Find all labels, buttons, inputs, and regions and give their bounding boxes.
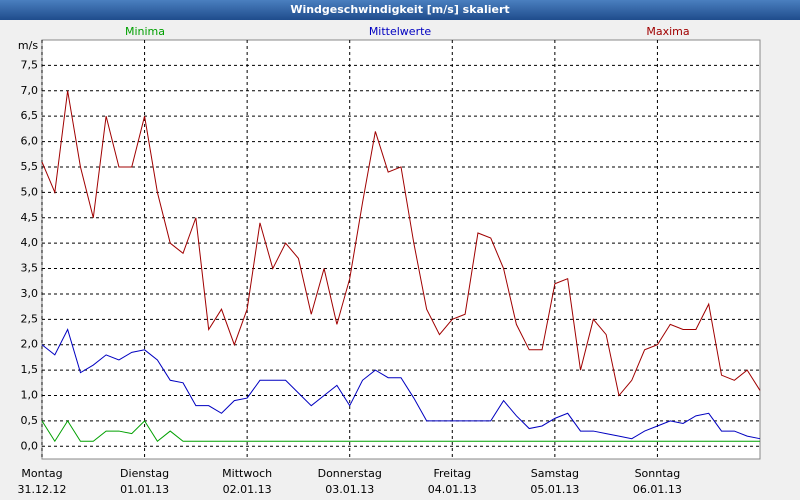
x-tick-label: Mittwoch (222, 467, 272, 480)
y-tick-label: 3,0 (21, 287, 39, 300)
y-tick-label: 6,0 (21, 135, 39, 148)
y-tick-label: 4,0 (21, 236, 39, 249)
x-tick-label: Freitag (433, 467, 471, 480)
y-unit: m/s (18, 39, 38, 52)
x-tick-date: 03.01.13 (325, 483, 374, 496)
plot-area (41, 39, 761, 460)
legend-label: Mittelwerte (369, 25, 432, 38)
x-tick-date: 02.01.13 (223, 483, 272, 496)
x-tick-label: Donnerstag (318, 467, 382, 480)
x-tick-label: Montag (21, 467, 62, 480)
y-tick-label: 7,0 (21, 84, 39, 97)
x-tick-label: Samstag (531, 467, 579, 480)
y-tick-label: 0,5 (21, 414, 39, 427)
y-tick-label: 5,5 (21, 160, 39, 173)
x-tick-date: 04.01.13 (428, 483, 477, 496)
x-tick-date: 31.12.12 (18, 483, 67, 496)
series-line (41, 90, 761, 397)
y-tick-label: 1,0 (21, 389, 39, 402)
legend-label: Minima (125, 25, 165, 38)
y-tick-label: 5,0 (21, 185, 39, 198)
x-tick-label: Dienstag (120, 467, 169, 480)
x-tick-date: 06.01.13 (633, 483, 682, 496)
x-tick-label: Sonntag (635, 467, 681, 480)
y-tick-label: 2,5 (21, 312, 39, 325)
x-tick-date: 05.01.13 (530, 483, 579, 496)
title-bar (0, 0, 800, 20)
series-line (41, 328, 761, 440)
legend-label: Maxima (646, 25, 689, 38)
y-tick-label: 4,5 (21, 211, 39, 224)
x-tick-date: 01.01.13 (120, 483, 169, 496)
y-tick-label: 7,5 (21, 58, 39, 71)
chart-title: Windgeschwindigkeit [m/s] skaliert (290, 3, 509, 16)
y-tick-label: 0,0 (21, 439, 39, 452)
y-tick-label: 2,0 (21, 338, 39, 351)
y-tick-label: 3,5 (21, 262, 39, 275)
series-line (41, 419, 760, 443)
y-tick-label: 1,5 (21, 363, 39, 376)
y-tick-label: 6,5 (21, 109, 39, 122)
